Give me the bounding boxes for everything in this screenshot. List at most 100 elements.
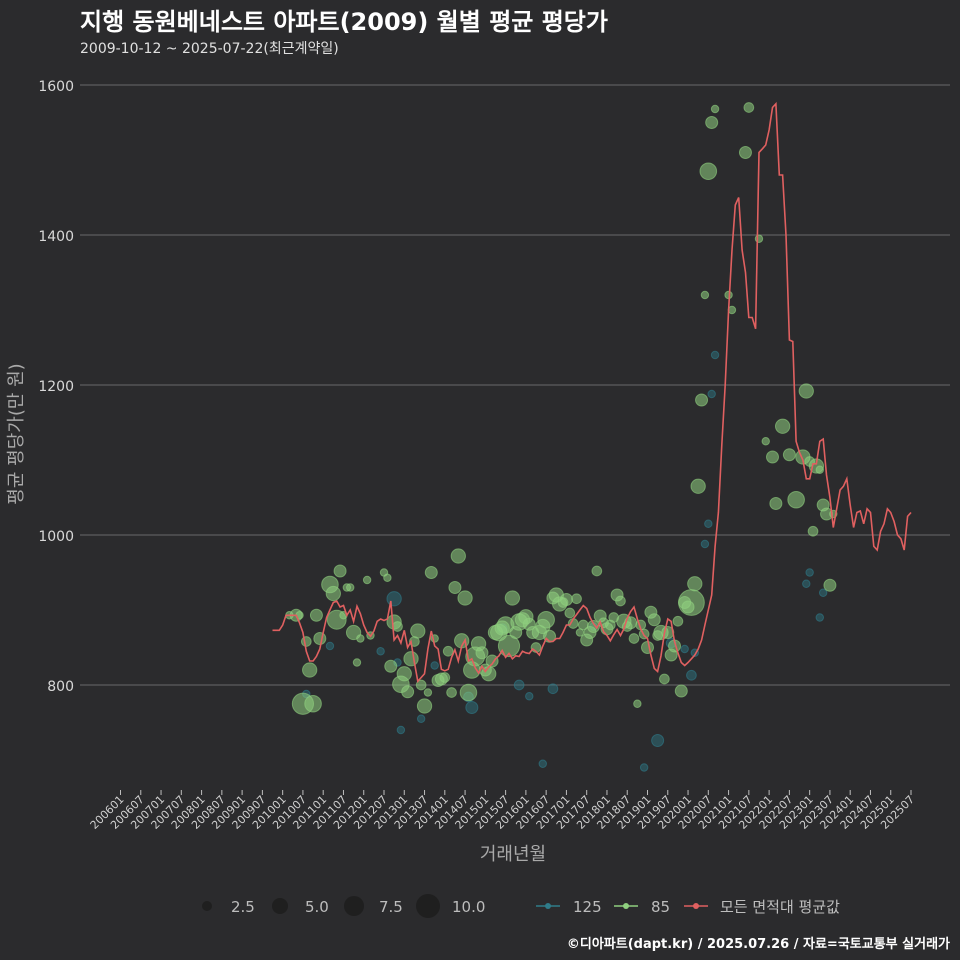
data-point bbox=[699, 162, 718, 181]
data-point bbox=[615, 595, 626, 607]
data-point bbox=[300, 636, 312, 647]
data-point bbox=[651, 734, 665, 747]
data-point bbox=[798, 383, 814, 399]
data-point bbox=[485, 654, 499, 668]
legend-size-icon bbox=[344, 896, 364, 916]
avg-line bbox=[272, 101, 912, 684]
data-point bbox=[807, 525, 819, 537]
data-point bbox=[465, 701, 479, 714]
data-point bbox=[457, 590, 473, 606]
data-point bbox=[313, 632, 327, 645]
data-point bbox=[641, 641, 654, 654]
series-125-points bbox=[302, 350, 828, 772]
data-point bbox=[525, 692, 534, 701]
data-point bbox=[497, 634, 521, 658]
data-point bbox=[446, 687, 457, 698]
data-point bbox=[513, 679, 525, 691]
legend-size-label: 5.0 bbox=[305, 898, 329, 916]
data-point bbox=[782, 448, 796, 462]
data-point bbox=[309, 608, 323, 622]
data-point bbox=[680, 644, 689, 654]
data-point bbox=[633, 699, 642, 708]
data-point bbox=[815, 613, 824, 622]
data-point bbox=[678, 589, 705, 616]
data-point bbox=[754, 234, 764, 243]
grid bbox=[80, 84, 950, 686]
data-point bbox=[647, 613, 661, 627]
data-point bbox=[559, 593, 573, 606]
data-point bbox=[325, 641, 335, 651]
data-point bbox=[537, 610, 555, 629]
data-point bbox=[704, 519, 713, 528]
data-point bbox=[386, 591, 402, 607]
data-point bbox=[333, 564, 347, 578]
y-tick-label: 1200 bbox=[38, 379, 74, 395]
x-tick-labels: 2006012006072007012007072008012008072009… bbox=[88, 790, 917, 832]
data-point bbox=[710, 104, 720, 114]
data-point bbox=[325, 585, 341, 602]
data-point bbox=[403, 651, 419, 667]
data-point bbox=[415, 679, 427, 691]
footer-credit: ©디아파트(dapt.kr) / 2025.07.26 / 자료=국토교통부 실… bbox=[566, 937, 950, 952]
x-axis-title: 거래년월 bbox=[480, 844, 546, 865]
data-point bbox=[424, 566, 438, 579]
data-point bbox=[700, 290, 710, 300]
data-point bbox=[356, 634, 365, 643]
y-axis-title: 평균 평당가(만 원) bbox=[6, 363, 27, 504]
legend-85-label: 85 bbox=[651, 898, 670, 916]
legend-size-label: 7.5 bbox=[379, 898, 403, 916]
data-point bbox=[774, 418, 791, 434]
legend-125-dot-icon bbox=[545, 903, 551, 909]
data-point bbox=[672, 615, 684, 627]
data-point bbox=[450, 548, 466, 564]
data-point bbox=[304, 694, 322, 713]
data-point bbox=[769, 497, 783, 510]
data-point bbox=[707, 389, 716, 399]
data-point bbox=[423, 688, 433, 697]
data-point bbox=[346, 583, 355, 592]
data-point bbox=[475, 646, 489, 660]
data-point bbox=[815, 465, 824, 474]
legend-size-icon bbox=[416, 894, 440, 918]
data-point bbox=[674, 684, 688, 698]
chart-subtitle: 2009-10-12 ~ 2025-07-22(최근계약일) bbox=[80, 41, 339, 57]
data-point bbox=[459, 683, 478, 702]
legend-85-dot-icon bbox=[623, 903, 629, 909]
data-point bbox=[439, 672, 451, 683]
data-point bbox=[430, 661, 439, 670]
data-point bbox=[686, 669, 697, 681]
legend-size-label: 2.5 bbox=[231, 898, 255, 916]
data-point bbox=[695, 393, 709, 407]
data-point bbox=[591, 565, 603, 577]
data-point bbox=[690, 478, 706, 494]
data-point bbox=[504, 590, 521, 606]
data-point bbox=[376, 647, 385, 656]
data-point bbox=[687, 576, 703, 592]
data-point bbox=[818, 588, 828, 597]
legend-size-label: 10.0 bbox=[452, 898, 485, 916]
data-point bbox=[761, 437, 770, 446]
y-tick-label: 1600 bbox=[38, 79, 74, 95]
data-point bbox=[384, 659, 398, 673]
y-tick-label: 800 bbox=[47, 679, 74, 695]
data-point bbox=[564, 607, 576, 619]
legend-avg-label: 모든 면적대 평균값 bbox=[720, 898, 840, 916]
data-point bbox=[396, 666, 412, 682]
data-point bbox=[765, 450, 779, 464]
data-point bbox=[442, 645, 454, 657]
y-tick-label: 1000 bbox=[38, 529, 74, 545]
legend-avg-dot-icon bbox=[693, 903, 699, 909]
legend-size-icon bbox=[272, 898, 288, 914]
legend-125-label: 125 bbox=[573, 898, 602, 916]
data-point bbox=[416, 714, 426, 723]
data-point bbox=[802, 579, 811, 588]
data-point bbox=[410, 623, 426, 639]
data-point bbox=[743, 102, 755, 113]
y-tick-label: 1400 bbox=[38, 229, 74, 245]
data-point bbox=[302, 662, 318, 678]
data-point bbox=[352, 658, 362, 667]
legend-size-icon bbox=[202, 901, 212, 911]
data-point bbox=[628, 633, 640, 644]
data-point bbox=[659, 673, 670, 685]
